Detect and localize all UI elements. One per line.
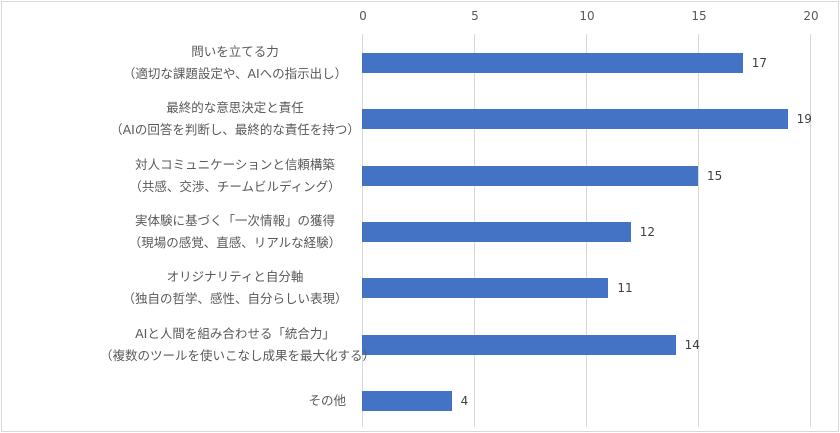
category-label: 最終的な意思決定と責任 （AIの回答を判断し、最終的な責任を持つ） [100,97,370,141]
bar [362,165,698,186]
category-label-line2: （共感、交渉、チームビルディング） [129,178,341,194]
bar-value-label: 11 [617,281,633,296]
x-tick-label: 5 [471,9,479,23]
bar [362,278,609,299]
category-label: オリジナリティと自分軸 （独自の哲学、感性、自分らしい表現） [100,266,370,310]
category-label-line1: 対人コミュニケーションと信頼構築 [135,156,335,172]
category-label-line2: （適切な課題設定や、AIへの指示出し） [122,66,348,81]
category-label-line1: その他 [308,392,346,408]
bar [362,221,631,242]
category-label-line2: （独自の哲学、感性、自分らしい表現） [122,291,348,307]
bar [362,334,676,355]
category-label-line1: 最終的な意思決定と責任 [166,100,304,116]
category-label-line2: （AIの回答を判断し、最終的な責任を持つ） [110,122,360,138]
bar [362,390,452,411]
category-label: 対人コミュニケーションと信頼構築 （共感、交渉、チームビルディング） [100,154,370,198]
bar-value-label: 14 [684,337,700,352]
bar-value-label: 15 [707,168,723,183]
bar [362,109,788,130]
x-tick-label: 0 [359,9,367,23]
bar-value-label: 17 [751,56,768,70]
category-label-line1: 問いを立てる力 [191,44,279,59]
category-label: 問いを立てる力 （適切な課題設定や、AIへの指示出し） [100,41,370,85]
category-label: AIと人間を組み合わせる「統合力」 （複数のツールを使いこなし成果を最大化する） [100,323,376,367]
category-label: その他 [130,390,346,412]
x-tick-label: 15 [691,9,707,23]
x-tick-label: 10 [579,9,595,23]
gridline [810,34,811,427]
category-label-line1: AIと人間を組み合わせる「統合力」 [135,325,335,341]
bar [362,53,743,73]
category-label: 実体験に基づく「一次情報」の獲得 （現場の感覚、直感、リアルな経験） [100,210,370,254]
category-label-line2: （現場の感覚、直感、リアルな経験） [128,234,342,250]
bar-value-label: 19 [796,112,812,127]
category-label-line1: 実体験に基づく「一次情報」の獲得 [134,212,335,228]
gridline [698,34,699,427]
category-label-line1: オリジナリティと自分軸 [166,269,304,285]
bar-value-label: 4 [460,393,469,408]
category-label-line2: （複数のツールを使いこなし成果を最大化する） [100,347,376,363]
x-tick-label: 20 [803,9,819,23]
bar-value-label: 12 [639,224,656,239]
